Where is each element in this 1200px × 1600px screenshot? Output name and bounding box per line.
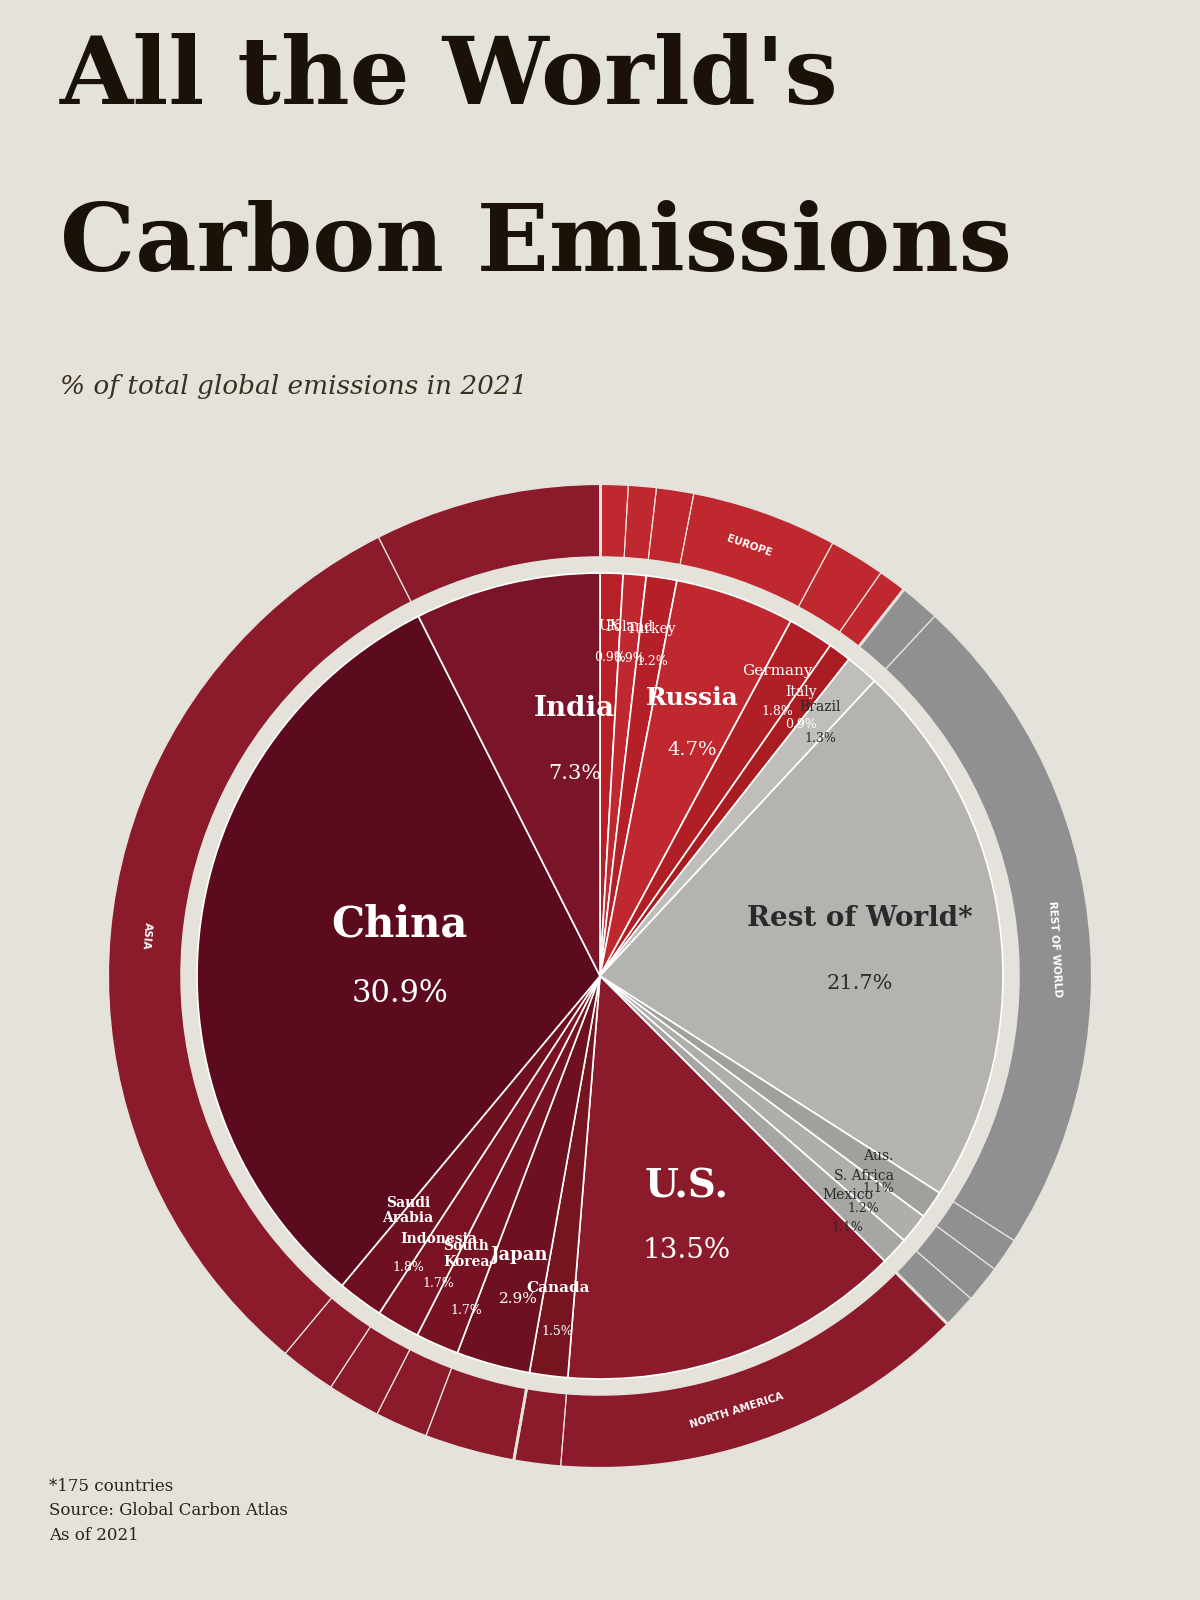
Text: Russia: Russia <box>646 686 738 710</box>
Text: 0.9%: 0.9% <box>594 651 625 664</box>
Text: 1.5%: 1.5% <box>542 1325 574 1339</box>
Wedge shape <box>342 976 600 1314</box>
Wedge shape <box>600 621 830 976</box>
Text: 0.9%: 0.9% <box>786 717 817 731</box>
Wedge shape <box>529 976 600 1378</box>
Text: S. Africa: S. Africa <box>834 1170 894 1182</box>
Wedge shape <box>600 574 647 976</box>
Wedge shape <box>600 659 875 976</box>
Text: China: China <box>331 904 468 946</box>
Wedge shape <box>600 976 924 1240</box>
Text: Indonesia: Indonesia <box>400 1232 476 1246</box>
Text: Saudi
Arabia: Saudi Arabia <box>383 1197 434 1226</box>
Wedge shape <box>600 485 904 646</box>
Text: 1.8%: 1.8% <box>392 1261 424 1274</box>
Text: Japan: Japan <box>490 1246 547 1264</box>
Text: Rest of World*: Rest of World* <box>746 906 973 933</box>
Wedge shape <box>419 573 600 976</box>
Wedge shape <box>379 976 600 1334</box>
Text: *175 countries
Source: Global Carbon Atlas
As of 2021: *175 countries Source: Global Carbon Atl… <box>49 1478 288 1544</box>
Wedge shape <box>600 576 677 976</box>
Text: 1.7%: 1.7% <box>422 1277 455 1290</box>
Wedge shape <box>600 682 1003 1194</box>
Text: 2.9%: 2.9% <box>499 1293 538 1307</box>
Text: 1.1%: 1.1% <box>832 1221 863 1234</box>
Text: 1.3%: 1.3% <box>804 733 836 746</box>
Text: Brazil: Brazil <box>799 699 841 714</box>
Text: 1.8%: 1.8% <box>761 706 793 718</box>
Text: Poland: Poland <box>605 619 653 634</box>
Wedge shape <box>600 573 623 976</box>
Text: ASIA: ASIA <box>140 922 152 950</box>
Text: NORTH AMERICA: NORTH AMERICA <box>689 1390 785 1430</box>
Wedge shape <box>514 1272 947 1467</box>
Wedge shape <box>418 976 600 1354</box>
Text: % of total global emissions in 2021: % of total global emissions in 2021 <box>60 374 527 400</box>
Text: Germany: Germany <box>742 664 812 678</box>
Text: All the World's: All the World's <box>60 34 839 123</box>
Text: Turkey: Turkey <box>628 622 677 637</box>
Wedge shape <box>600 976 940 1216</box>
Wedge shape <box>600 976 904 1261</box>
Wedge shape <box>600 645 850 976</box>
Text: UK: UK <box>599 619 620 632</box>
Text: 0.9%: 0.9% <box>613 653 646 666</box>
Wedge shape <box>457 976 600 1373</box>
Text: 7.3%: 7.3% <box>547 763 601 782</box>
Text: 1.2%: 1.2% <box>848 1202 880 1214</box>
Text: Italy: Italy <box>786 685 817 699</box>
Wedge shape <box>600 581 791 976</box>
Text: 30.9%: 30.9% <box>352 978 448 1010</box>
Text: South
Korea: South Korea <box>443 1240 490 1269</box>
Wedge shape <box>568 976 884 1379</box>
Text: 21.7%: 21.7% <box>827 974 893 992</box>
Text: 4.7%: 4.7% <box>667 741 716 758</box>
Text: EUROPE: EUROPE <box>725 533 773 558</box>
Wedge shape <box>859 589 1092 1323</box>
Wedge shape <box>197 616 600 1285</box>
Text: 1.1%: 1.1% <box>863 1182 895 1195</box>
Text: 1.2%: 1.2% <box>636 654 667 669</box>
Text: 13.5%: 13.5% <box>642 1237 731 1264</box>
Wedge shape <box>108 485 600 1461</box>
Text: Carbon Emissions: Carbon Emissions <box>60 200 1012 290</box>
Text: 1.7%: 1.7% <box>450 1304 482 1317</box>
Text: U.S.: U.S. <box>644 1168 728 1205</box>
Text: REST OF WORLD: REST OF WORLD <box>1046 901 1062 997</box>
Text: Canada: Canada <box>526 1280 589 1294</box>
Text: India: India <box>534 696 614 722</box>
Text: Mexico: Mexico <box>822 1187 872 1202</box>
Text: Aus.: Aus. <box>864 1149 894 1163</box>
